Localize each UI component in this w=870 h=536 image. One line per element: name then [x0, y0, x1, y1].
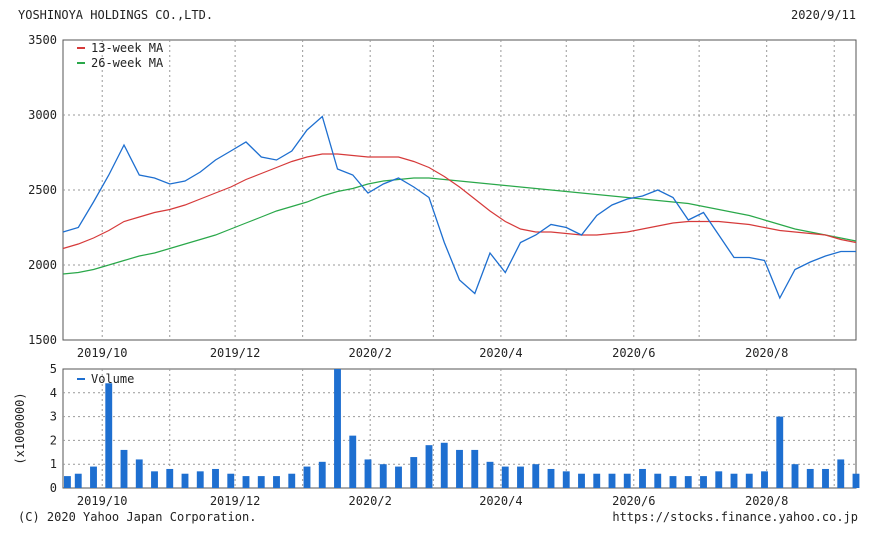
volume-bar — [181, 473, 189, 488]
volume-bar — [837, 459, 845, 488]
volume-bar — [257, 476, 265, 488]
volume-bar — [852, 473, 860, 488]
volume-bar — [120, 449, 128, 488]
volume-x-tick-label: 2020/6 — [612, 494, 655, 508]
volume-bar — [212, 468, 219, 488]
volume-bar — [379, 464, 387, 488]
price-y-tick-label: 2500 — [28, 183, 57, 197]
volume-y-tick-label: 4 — [50, 386, 57, 400]
volume-y-tick-label: 5 — [50, 362, 57, 376]
price-panel: 1500 2000 2500 3000 3500 2019/10 2019/12 2020/2… — [28, 33, 857, 360]
price-y-tick-label: 2000 — [28, 258, 57, 272]
volume-bar — [410, 457, 418, 488]
volume-bar — [318, 461, 326, 488]
ma13-series-line — [62, 153, 857, 250]
volume-panel: 0 1 2 3 4 5 2019/10 2019/12 2020/2 2020/4 2020/6 20… — [13, 362, 860, 508]
volume-y-tick-label: 1 — [50, 457, 57, 471]
volume-bar — [745, 473, 753, 488]
source-url: https://stocks.finance.yahoo.co.jp — [612, 510, 858, 524]
volume-bar — [440, 442, 448, 488]
volume-x-tick-label: 2019/10 — [77, 494, 128, 508]
volume-bar — [166, 468, 174, 488]
volume-bar — [578, 473, 585, 488]
volume-bar — [684, 476, 692, 488]
volume-bar — [562, 471, 570, 488]
volume-bar — [776, 416, 784, 488]
volume-bar — [90, 466, 97, 488]
price-y-tick-label: 3000 — [28, 108, 57, 122]
volume-bar — [700, 476, 707, 488]
price-x-tick-label: 2019/10 — [77, 346, 128, 360]
copyright-text: (C) 2020 Yahoo Japan Corporation. — [18, 510, 257, 524]
volume-x-tick-label: 2019/12 — [210, 494, 261, 508]
price-y-tick-label: 1500 — [28, 333, 57, 347]
volume-bar — [151, 471, 158, 488]
volume-y-tick-label: 3 — [50, 410, 57, 424]
volume-bar — [501, 466, 509, 488]
ma26-series-line — [62, 177, 857, 275]
volume-bar — [623, 473, 631, 488]
price-y-tick-label: 3500 — [28, 33, 57, 47]
volume-x-tick-label: 2020/8 — [745, 494, 788, 508]
volume-bar — [486, 461, 494, 488]
volume-bar — [791, 464, 799, 488]
volume-bar — [761, 471, 768, 488]
volume-bar — [288, 473, 296, 488]
volume-bar — [654, 473, 662, 488]
company-name: YOSHINOYA HOLDINGS CO.,LTD. — [18, 8, 214, 22]
volume-bar — [364, 459, 372, 488]
volume-bar — [303, 466, 311, 488]
price-x-tick-label: 2020/4 — [479, 346, 522, 360]
volume-bar — [730, 473, 738, 488]
chart-date: 2020/9/11 — [790, 8, 856, 22]
ma26-legend-label: 26-week MA — [91, 56, 164, 70]
volume-y-tick-label: 2 — [50, 433, 57, 447]
price-x-tick-label: 2019/12 — [210, 346, 261, 360]
volume-bar — [669, 476, 677, 488]
volume-bar — [273, 476, 280, 488]
volume-bar — [806, 468, 814, 488]
volume-bar — [425, 445, 433, 488]
price-series-line — [62, 115, 856, 300]
volume-bar — [135, 459, 143, 488]
volume-bar — [242, 476, 250, 488]
volume-bar — [822, 468, 829, 488]
volume-bar — [532, 464, 540, 488]
volume-bar — [715, 471, 723, 488]
volume-bar — [64, 476, 71, 488]
volume-bar — [349, 435, 357, 488]
volume-bar — [456, 449, 463, 488]
volume-bar — [395, 466, 402, 488]
volume-x-tick-label: 2020/4 — [479, 494, 522, 508]
volume-bar — [334, 369, 341, 488]
volume-y-tick-label: 0 — [50, 481, 57, 495]
volume-bar — [593, 473, 601, 488]
volume-bar — [74, 473, 82, 488]
volume-bar — [639, 468, 646, 488]
ma13-legend-label: 13-week MA — [91, 41, 164, 55]
price-x-tick-label: 2020/2 — [348, 346, 391, 360]
volume-bar — [471, 449, 479, 488]
volume-legend-label: Volume — [91, 372, 134, 386]
volume-bar — [608, 473, 616, 488]
volume-bar — [196, 471, 204, 488]
volume-bar — [517, 466, 524, 488]
volume-x-tick-label: 2020/2 — [348, 494, 391, 508]
volume-bar — [105, 383, 113, 488]
volume-bar — [547, 468, 555, 488]
volume-y-axis-label: (x1000000) — [13, 392, 27, 464]
volume-bar — [227, 473, 235, 488]
price-x-tick-label: 2020/6 — [612, 346, 655, 360]
price-x-tick-label: 2020/8 — [745, 346, 788, 360]
